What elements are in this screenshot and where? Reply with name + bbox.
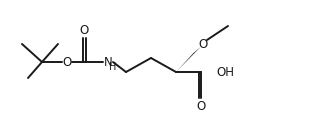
Text: OH: OH: [216, 65, 234, 79]
Text: O: O: [196, 100, 206, 114]
Polygon shape: [176, 47, 200, 72]
Text: O: O: [198, 37, 208, 51]
Text: H: H: [109, 62, 117, 72]
Text: O: O: [79, 23, 89, 37]
Text: N: N: [104, 55, 112, 69]
Text: O: O: [62, 55, 71, 69]
